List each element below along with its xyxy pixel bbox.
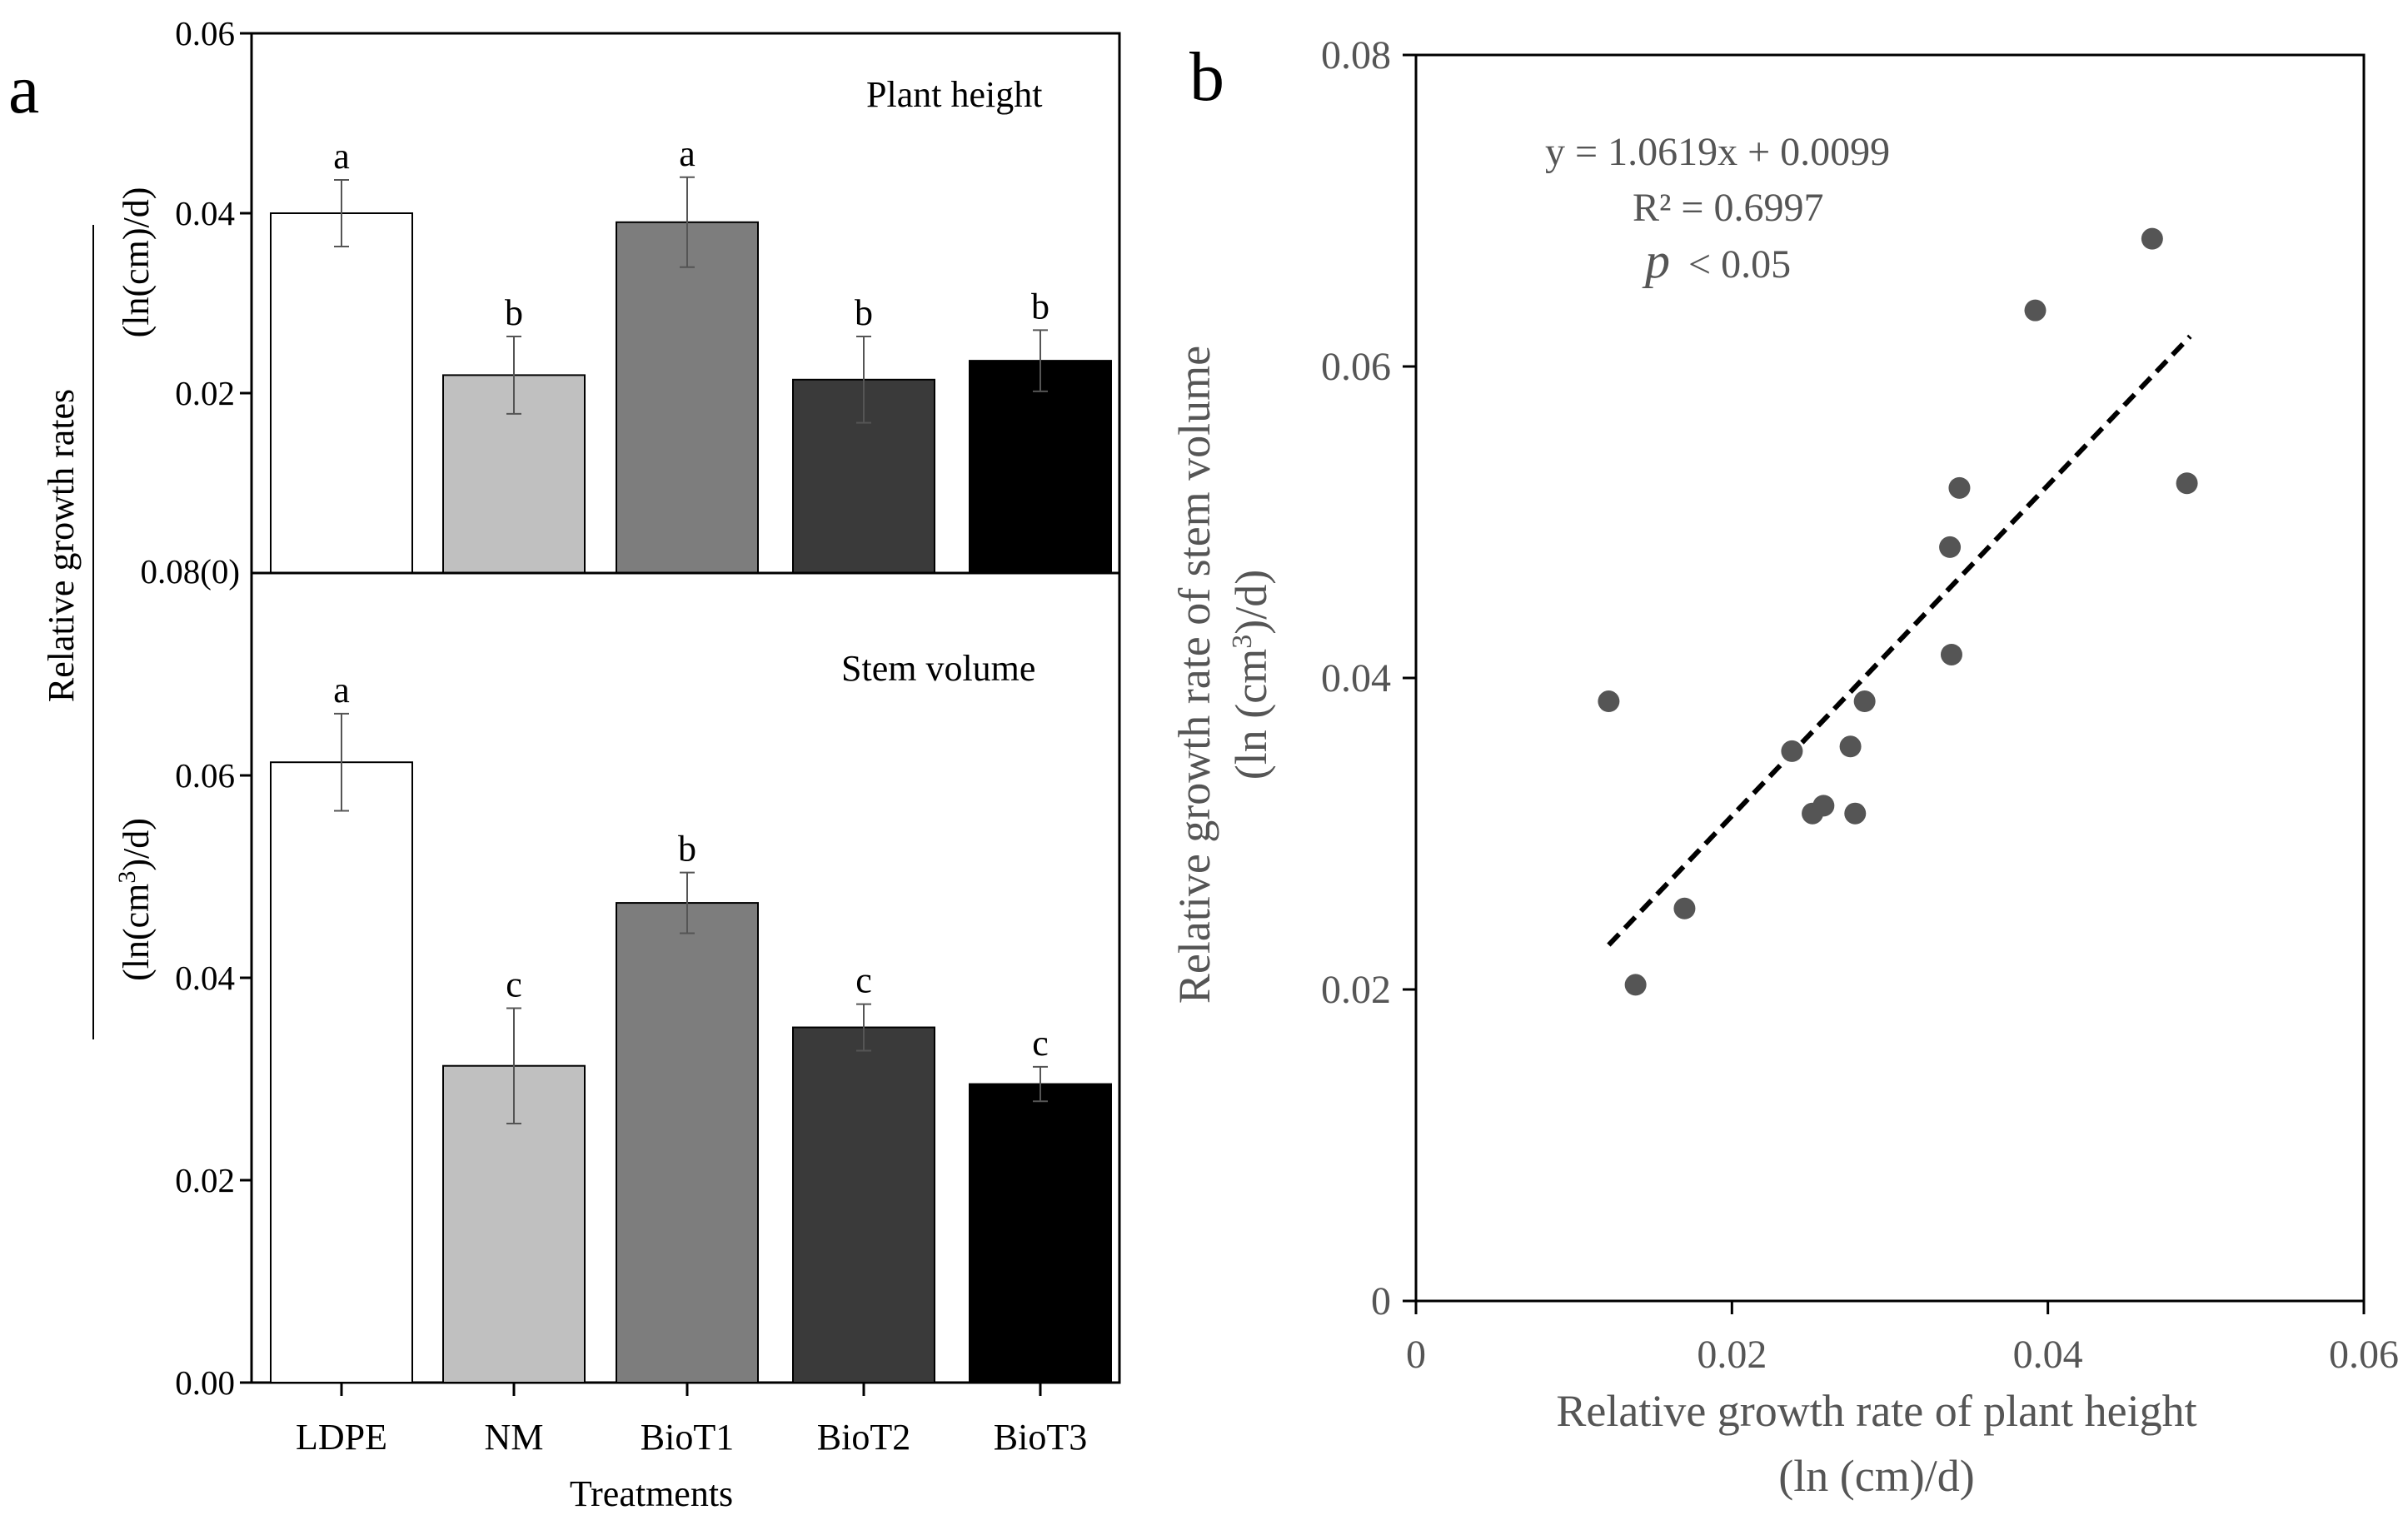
stem-volume-bar-ldpe <box>270 761 413 1383</box>
scatter-point <box>1940 643 1962 665</box>
scatter-point <box>1948 476 1971 499</box>
scatter-point <box>2176 472 2198 495</box>
stem-volume-bar-biot3 <box>969 1083 1112 1383</box>
stem-volume-significance-letter: a <box>333 670 350 710</box>
scatter-point <box>1844 802 1867 825</box>
scatter-ylabel-units-sup: 3 <box>1227 635 1258 649</box>
scatter-frame <box>1414 53 2366 1303</box>
x-tick-label-nm: NM <box>485 1417 544 1458</box>
p-text: < 0.05 <box>1688 242 1791 287</box>
scatter-point <box>2141 227 2163 250</box>
scatter-xtick-label: 0 <box>1406 1333 1426 1377</box>
scatter-point <box>1673 897 1696 919</box>
scatter-point <box>1781 740 1803 762</box>
scatter-xtick-label: 0.06 <box>2329 1333 2399 1377</box>
plant-height-ytick-label: 0.02 <box>175 374 235 412</box>
stem-volume-ytick-label: 0.06 <box>175 756 235 795</box>
scatter-ytick-label: 0.08 <box>1321 33 1391 77</box>
regression-equation: y = 1.0619x + 0.0099 <box>1545 130 1890 174</box>
plant-height-bar-ldpe <box>270 212 413 574</box>
plant-height-subplot: Plant height (ln(cm)/d) 0.02 0.04 0.06 a b a… <box>116 14 1121 575</box>
plant-height-ytick-label: 0.04 <box>175 194 235 232</box>
scatter-point <box>1853 690 1876 713</box>
scatter-ylabel-units-post: )/d) <box>1226 570 1276 635</box>
p-symbol: p <box>1642 233 1670 288</box>
axis-break-label: 0.08(0) <box>140 552 240 591</box>
scatter-point <box>1812 795 1835 817</box>
plant-height-title: Plant height <box>866 74 1042 115</box>
scatter-ytick-label: 0 <box>1371 1279 1391 1323</box>
regression-line <box>1607 334 2192 947</box>
stem-volume-ytick-label: 0.04 <box>175 959 235 997</box>
scatter-point <box>1939 536 1962 558</box>
panel-a-label: a <box>8 51 39 128</box>
panel-b-label: b <box>1189 38 1224 116</box>
scatter-point <box>2024 299 2047 321</box>
scatter-xlabel-units: (ln (cm)/d) <box>1778 1451 1974 1501</box>
stem-volume-ylabel: (ln(cm3)/d) <box>113 818 157 981</box>
stem-volume-ytick-label: 0.02 <box>175 1161 235 1199</box>
plant-height-ylabel: (ln(cm)/d) <box>116 187 157 338</box>
plant-height-significance-letter: a <box>333 136 350 177</box>
scatter-ytick-label: 0.06 <box>1321 345 1391 389</box>
scatter-plot: 0 0.02 0.04 0.06 0.08 0 0.02 0.04 0.06 y = 1.061… <box>1169 33 2399 1501</box>
plant-height-significance-letter: a <box>679 133 695 174</box>
stem-volume-ylabel-pre: (ln(cm <box>116 884 157 981</box>
shared-y-label: Relative growth rates <box>41 389 82 702</box>
scatter-ytick-label: 0.02 <box>1321 968 1391 1012</box>
scatter-point <box>1839 735 1862 758</box>
x-tick-label-ldpe: LDPE <box>296 1417 387 1458</box>
r-squared: R² = 0.6997 <box>1633 186 1823 230</box>
scatter-xtick-label: 0.02 <box>1697 1333 1767 1377</box>
x-tick-label-biot3: BioT3 <box>994 1417 1087 1458</box>
scatter-ylabel: Relative growth rate of stem volume <box>1169 346 1219 1004</box>
x-tick-label-biot1: BioT1 <box>641 1417 734 1458</box>
stem-volume-bar-biot1 <box>616 902 759 1383</box>
x-tick-label-biot2: BioT2 <box>817 1417 910 1458</box>
scatter-ylabel-units: (ln (cm3)/d) <box>1226 570 1276 780</box>
stem-volume-significance-letter: c <box>1032 1023 1049 1064</box>
plant-height-significance-letter: b <box>1031 286 1049 326</box>
plant-height-significance-letter: b <box>855 292 873 333</box>
scatter-xtick-label: 0.04 <box>2013 1333 2083 1377</box>
treatments-xlabel: Treatments <box>570 1473 733 1514</box>
stem-volume-subplot: Stem volume (ln(cm3)/d) 0.08(0) 0.00 0.02… <box>113 552 1121 1514</box>
stem-volume-significance-letter: c <box>506 964 522 1004</box>
p-value: p < 0.05 <box>1642 233 1791 288</box>
plant-height-significance-letter: b <box>505 292 523 333</box>
stem-volume-ylabel-post: )/d) <box>116 818 157 871</box>
stem-volume-title: Stem volume <box>841 648 1035 689</box>
plant-height-ytick-label: 0.06 <box>175 14 235 52</box>
stem-volume-ytick-label: 0.00 <box>175 1363 235 1402</box>
scatter-ylabel-units-pre: (ln (cm <box>1226 649 1276 780</box>
scatter-point <box>1624 974 1647 996</box>
scatter-ytick-label: 0.04 <box>1321 656 1391 700</box>
plant-height-bar-biot1 <box>616 221 759 574</box>
plant-height-bar-biot3 <box>969 360 1112 574</box>
scatter-point <box>1598 690 1620 713</box>
stem-volume-bar-biot2 <box>792 1026 935 1384</box>
stem-volume-ylabel-sup: 3 <box>113 871 141 884</box>
stem-volume-significance-letter: b <box>678 829 696 870</box>
scatter-xlabel: Relative growth rate of plant height <box>1556 1386 2196 1436</box>
stem-volume-significance-letter: c <box>855 960 872 1001</box>
